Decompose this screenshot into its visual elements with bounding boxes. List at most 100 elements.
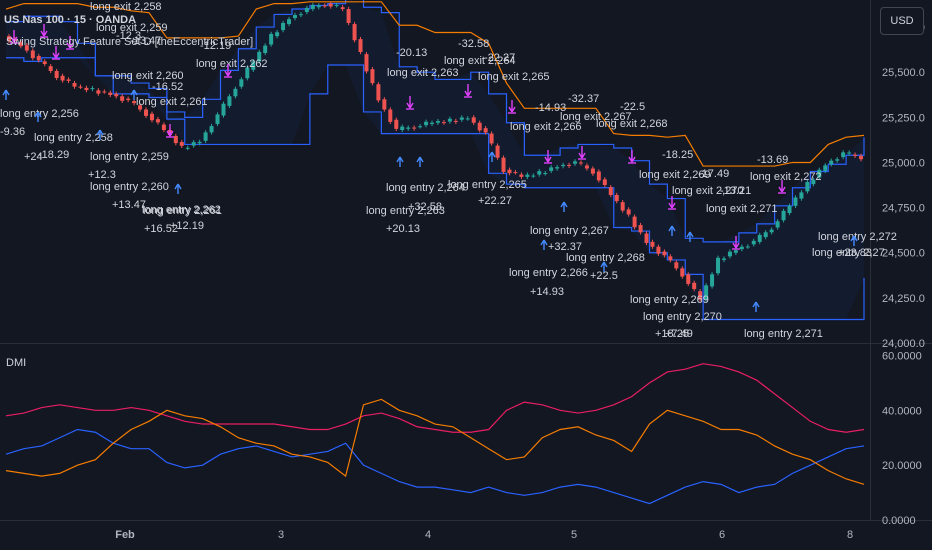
time-tick-label: Feb bbox=[115, 529, 135, 541]
candle-body bbox=[745, 246, 750, 248]
candle-body bbox=[578, 162, 583, 164]
trade-label: long entry 2,261 bbox=[143, 205, 222, 217]
candle-body bbox=[257, 51, 262, 62]
candle-body bbox=[501, 157, 506, 172]
candle-body bbox=[358, 39, 363, 52]
candle-body bbox=[54, 71, 59, 78]
candle-body bbox=[698, 291, 703, 300]
candle-body bbox=[447, 118, 452, 122]
candle-body bbox=[495, 145, 500, 158]
trade-label: -13.69 bbox=[757, 154, 788, 166]
trade-label: +22.27 bbox=[478, 195, 512, 207]
trade-label: +32.58 bbox=[408, 201, 442, 213]
trade-label: long exit 2,265 bbox=[478, 71, 550, 83]
candle-body bbox=[733, 250, 738, 253]
trade-label: long entry 2,262 bbox=[142, 204, 221, 216]
candle-body bbox=[549, 167, 554, 171]
entry-arrow-icon bbox=[686, 231, 694, 242]
exit-arrow-icon bbox=[628, 150, 636, 163]
candle-body bbox=[120, 96, 125, 101]
candle-body bbox=[269, 33, 274, 45]
candle-body bbox=[114, 93, 119, 97]
candle-body bbox=[400, 126, 405, 130]
candle-body bbox=[60, 75, 65, 81]
candle-body bbox=[78, 86, 83, 88]
trade-label: long exit 2,267 bbox=[560, 111, 632, 123]
candle-body bbox=[453, 120, 458, 122]
candle-body bbox=[382, 99, 387, 110]
candle-body bbox=[817, 169, 822, 178]
entry-arrow-icon bbox=[130, 89, 138, 100]
candle-body bbox=[692, 282, 697, 290]
time-tick-label: 6 bbox=[719, 529, 725, 541]
candle-body bbox=[310, 5, 315, 10]
candle-body bbox=[263, 45, 268, 53]
entry-arrow-icon bbox=[560, 201, 568, 212]
candle-body bbox=[209, 126, 214, 133]
candle-body bbox=[108, 92, 113, 95]
candle-body bbox=[42, 61, 47, 65]
candle-body bbox=[710, 274, 715, 287]
candle-body bbox=[292, 15, 297, 19]
candle-body bbox=[185, 147, 190, 149]
candle-body bbox=[6, 36, 11, 42]
candle-body bbox=[811, 179, 816, 185]
trade-label: -9.36 bbox=[0, 126, 25, 138]
candle-body bbox=[823, 165, 828, 171]
candle-body bbox=[781, 210, 786, 221]
trade-label: long entry 2,263 bbox=[366, 205, 445, 217]
candle-body bbox=[149, 113, 154, 121]
exit-arrow-icon bbox=[668, 196, 676, 209]
entry-arrow-icon bbox=[540, 239, 548, 250]
time-tick-label: 3 bbox=[278, 529, 284, 541]
candle-body bbox=[590, 168, 595, 174]
candle-body bbox=[304, 7, 309, 13]
candle-body bbox=[441, 122, 446, 124]
trade-label: long entry 2,269 bbox=[630, 294, 709, 306]
candle-body bbox=[221, 103, 226, 116]
trade-label: long exit 2,266 bbox=[510, 121, 582, 133]
currency-button[interactable]: USD bbox=[880, 7, 924, 35]
candle-body bbox=[435, 121, 440, 123]
candle-body bbox=[674, 262, 679, 269]
trade-label: +13.47 bbox=[112, 199, 146, 211]
candle-body bbox=[418, 126, 423, 128]
candle-body bbox=[394, 119, 399, 129]
candle-body bbox=[316, 5, 321, 8]
candle-body bbox=[602, 179, 607, 185]
exit-arrow-icon bbox=[778, 180, 786, 193]
trade-label: +12.19 bbox=[170, 220, 204, 232]
trade-label: long exit 2,270 bbox=[672, 185, 744, 197]
candle-body bbox=[245, 67, 250, 79]
candle-body bbox=[298, 14, 303, 16]
trade-label: -17.49 bbox=[698, 168, 729, 180]
trade-label: -18.29 bbox=[38, 149, 69, 161]
candle-body bbox=[66, 79, 71, 81]
candle-body bbox=[352, 24, 357, 41]
dmi-tick-label: 40.0000 bbox=[882, 405, 922, 417]
candle-body bbox=[233, 88, 238, 97]
trade-label: +20.13 bbox=[386, 223, 420, 235]
candle-body bbox=[787, 205, 792, 214]
trade-label: +32.37 bbox=[548, 241, 582, 253]
candle-body bbox=[525, 174, 530, 177]
entry-arrow-icon bbox=[600, 261, 608, 272]
candle-body bbox=[72, 83, 77, 87]
entry-arrow-icon bbox=[752, 301, 760, 312]
candle-body bbox=[769, 229, 774, 233]
candle-body bbox=[430, 122, 435, 124]
candle-body bbox=[84, 87, 89, 91]
trade-label: long exit 2,268 bbox=[596, 118, 668, 130]
candle-body bbox=[334, 5, 339, 7]
candle-body bbox=[721, 258, 726, 260]
candle-body bbox=[239, 79, 244, 87]
time-tick-label: 4 bbox=[425, 529, 431, 541]
candle-body bbox=[138, 105, 143, 110]
candle-body bbox=[251, 61, 256, 70]
candle-body bbox=[555, 167, 560, 169]
time-tick-label: 8 bbox=[847, 529, 853, 541]
candle-body bbox=[829, 160, 834, 165]
candle-body bbox=[412, 127, 417, 129]
candle-body bbox=[835, 159, 840, 161]
